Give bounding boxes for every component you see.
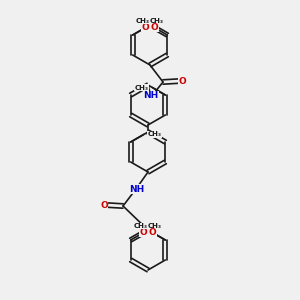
Text: O: O	[178, 76, 186, 85]
Text: NH: NH	[143, 92, 159, 100]
Text: CH₃: CH₃	[136, 18, 150, 24]
Text: O: O	[148, 228, 156, 237]
Text: CH₃: CH₃	[148, 223, 162, 229]
Text: CH₃: CH₃	[150, 18, 164, 24]
Text: CH₃: CH₃	[134, 223, 148, 229]
Text: CH₃: CH₃	[134, 85, 148, 91]
Text: CH₃: CH₃	[148, 131, 162, 137]
Text: O: O	[151, 23, 158, 32]
Text: O: O	[140, 228, 148, 237]
Text: O: O	[142, 23, 149, 32]
Text: O: O	[100, 200, 108, 209]
Text: NH: NH	[129, 184, 145, 194]
